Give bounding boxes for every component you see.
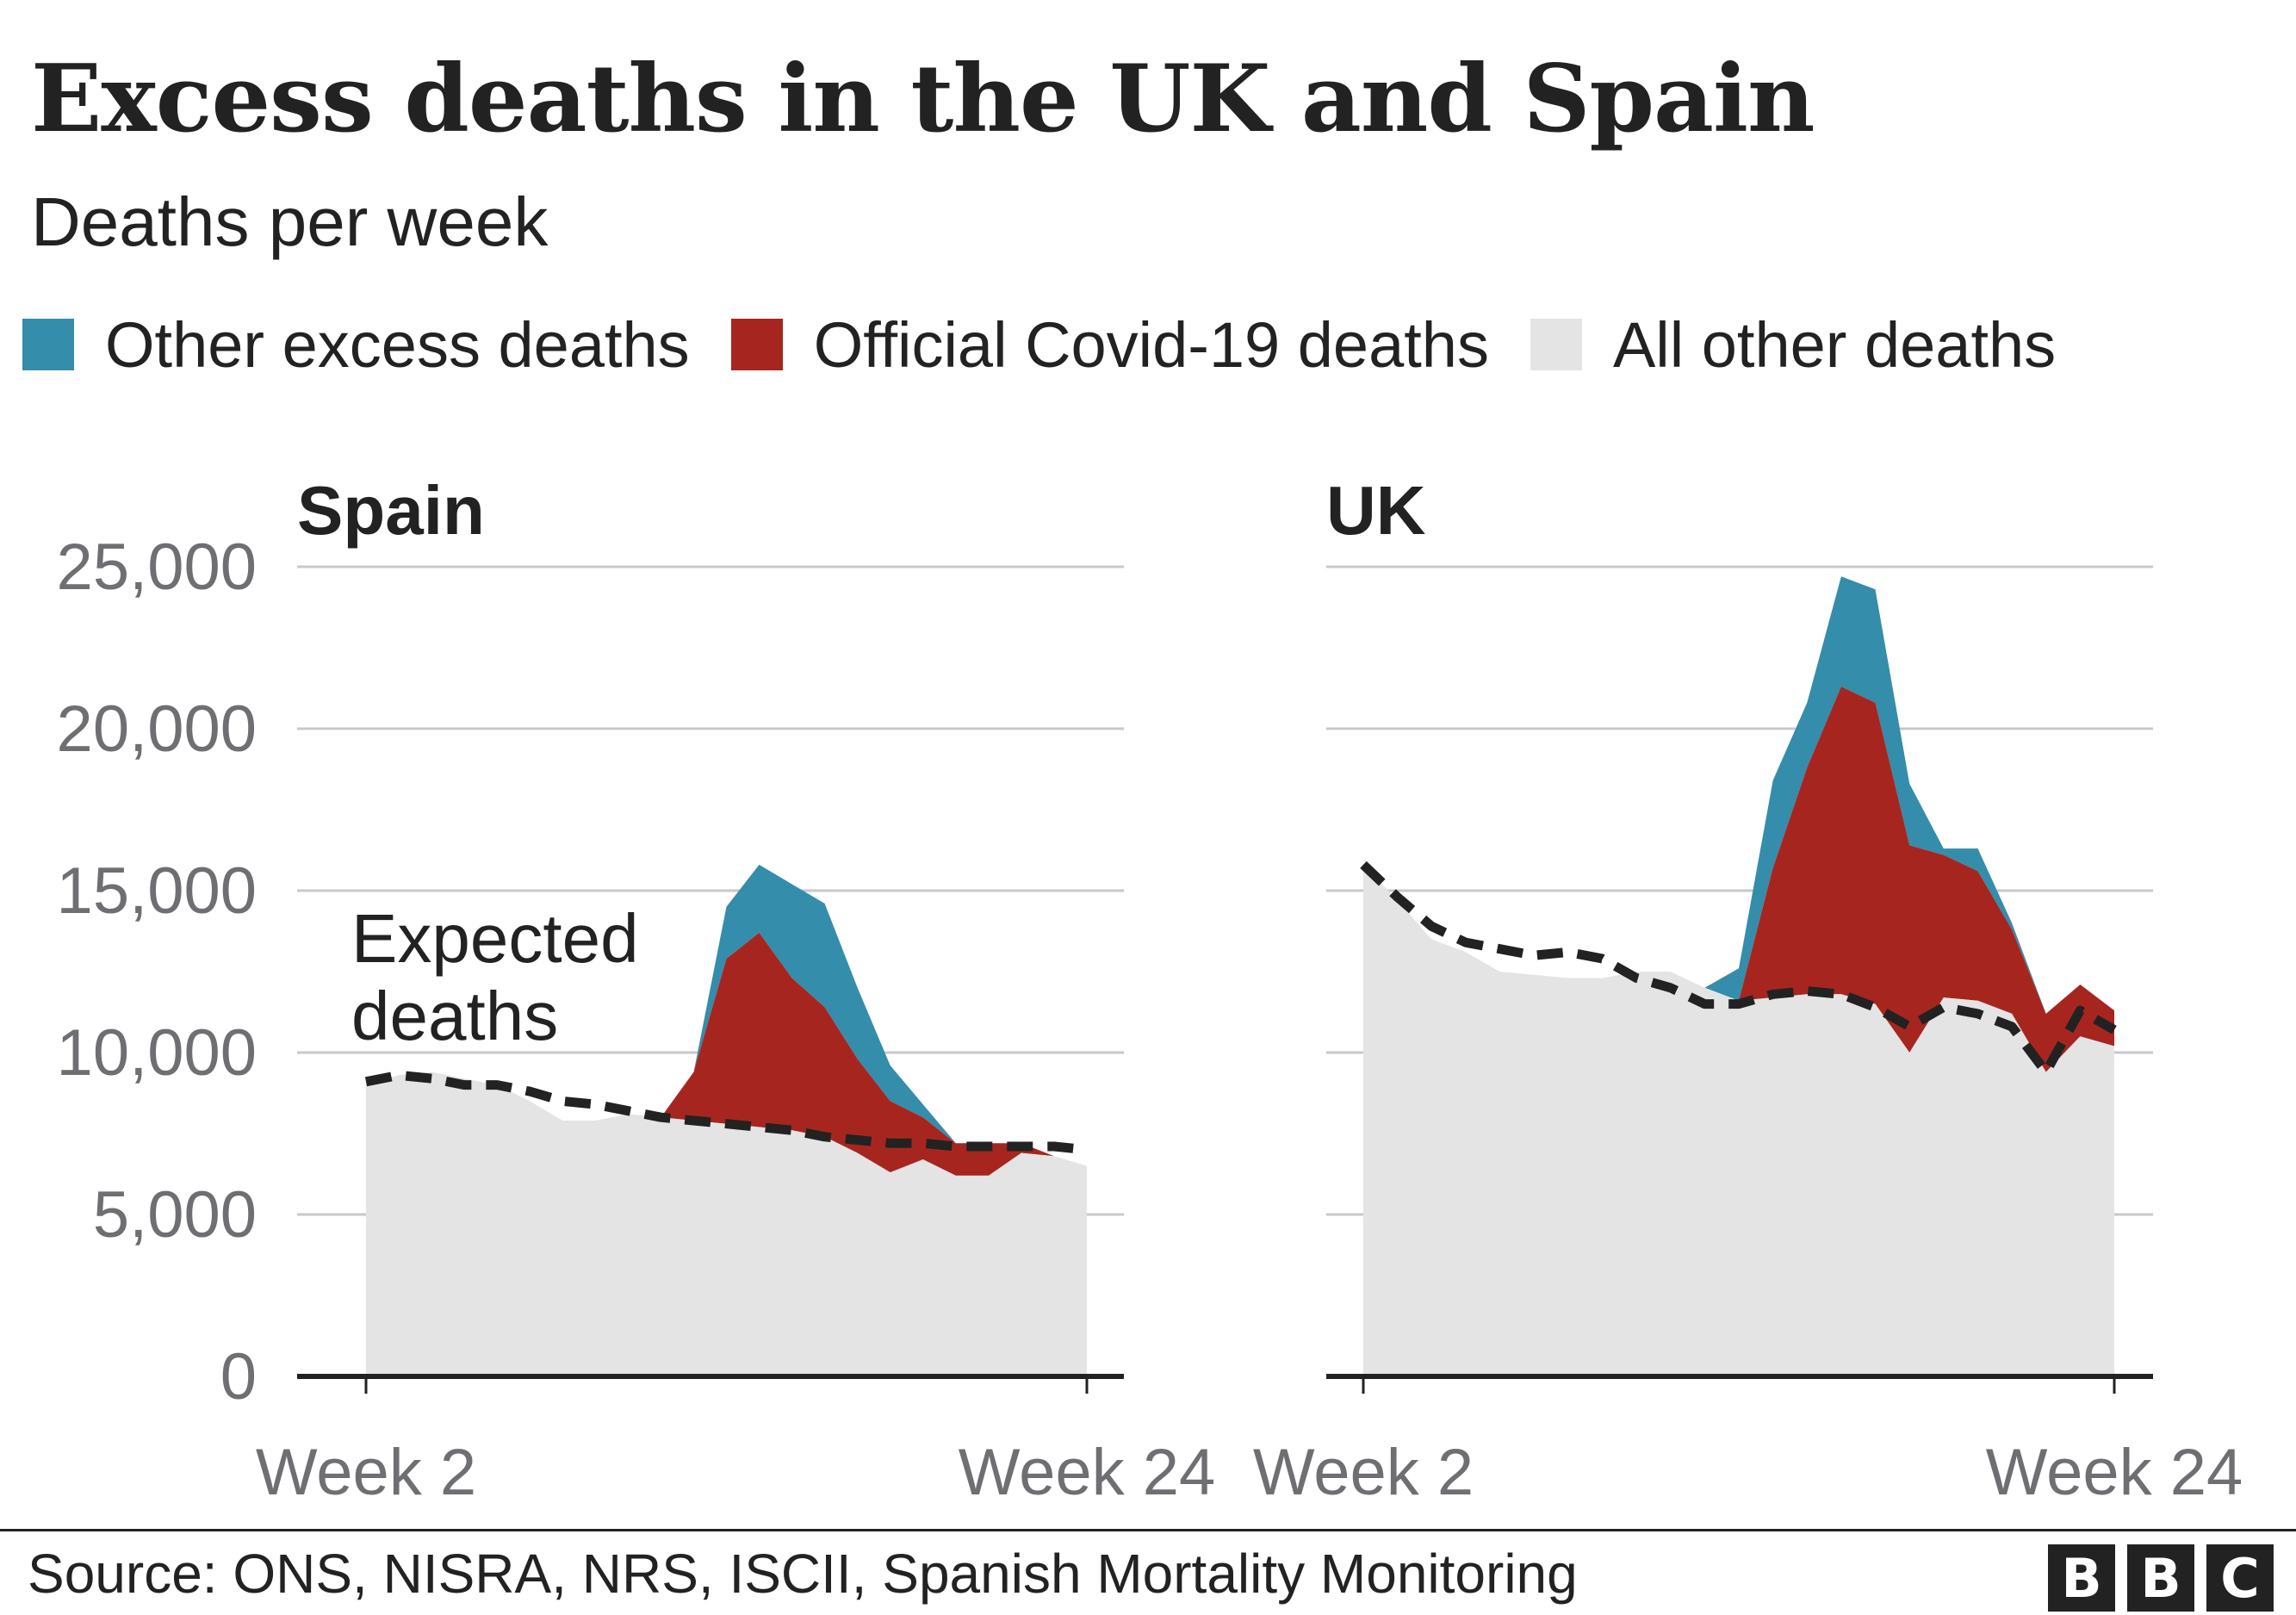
bbc-logo-block-1: B xyxy=(2048,1544,2115,1612)
x-tick-label: Week 24 xyxy=(1986,1436,2243,1509)
legend-label-other-excess: Other excess deaths xyxy=(105,308,690,381)
panel-title-uk: UK xyxy=(1326,472,1426,549)
area-all-other-deaths xyxy=(1363,864,2114,1376)
annotation-line: deaths xyxy=(351,978,558,1054)
x-tick-label: Week 2 xyxy=(1253,1436,1474,1509)
legend-swatch-covid xyxy=(730,319,783,370)
annotation-expected-deaths: Expected deaths xyxy=(351,900,639,1054)
legend-label-all-other: All other deaths xyxy=(1612,308,2057,381)
line-expected-deaths xyxy=(364,1070,1088,1155)
line-expected-deaths xyxy=(1360,860,2117,1078)
y-tick-label: 10,000 xyxy=(57,1016,257,1090)
area-official-covid-19-deaths xyxy=(366,932,1087,1176)
legend-swatch-all-other xyxy=(1530,319,1582,370)
y-tick-label: 5,000 xyxy=(93,1178,257,1252)
area-other-excess-deaths xyxy=(366,864,1087,1166)
source-note: Source: ONS, NISRA, NRS, ISCII, Spanish … xyxy=(28,1543,1578,1605)
annotation-line: Expected xyxy=(351,900,639,977)
area-official-covid-19-deaths xyxy=(1363,686,2114,1072)
x-tick-label: Week 2 xyxy=(256,1436,476,1509)
y-tick-label: 20,000 xyxy=(57,693,257,766)
panel-spain: Week 2 Week 24 Spain 0 5,000 10,000 15,000 20,0… xyxy=(57,472,1216,1509)
area-all-other-deaths xyxy=(366,1071,1087,1376)
bbc-logo-block-3: C xyxy=(2206,1544,2274,1612)
chart-title: Excess deaths in the UK and Spain xyxy=(31,45,1815,153)
y-tick-label: 0 xyxy=(220,1340,257,1413)
legend-item-all-other: All other deaths xyxy=(1530,308,2056,382)
panel-title-spain: Spain xyxy=(297,472,485,549)
bbc-logo: B B C xyxy=(2036,1544,2274,1612)
panel-uk: Week 2 Week 24 UK xyxy=(1253,472,2243,1509)
footer-divider xyxy=(0,1529,2296,1531)
x-tick-label: Week 24 xyxy=(959,1436,1216,1509)
bbc-logo-block-2: B xyxy=(2127,1544,2194,1612)
legend-label-covid: Official Covid-19 deaths xyxy=(813,308,1489,381)
legend-swatch-other-excess xyxy=(22,319,74,370)
y-tick-label: 15,000 xyxy=(57,854,257,928)
chart-subtitle: Deaths per week xyxy=(31,183,549,260)
y-tick-label: 25,000 xyxy=(57,531,257,604)
legend-item-other-excess: Other excess deaths xyxy=(22,308,690,382)
chart-area: Week 2 Week 24 Spain 0 5,000 10,000 15,000 20,0… xyxy=(57,472,2243,1509)
legend: Other excess deaths Official Covid-19 de… xyxy=(22,303,2097,386)
legend-item-covid: Official Covid-19 deaths xyxy=(730,308,1489,382)
